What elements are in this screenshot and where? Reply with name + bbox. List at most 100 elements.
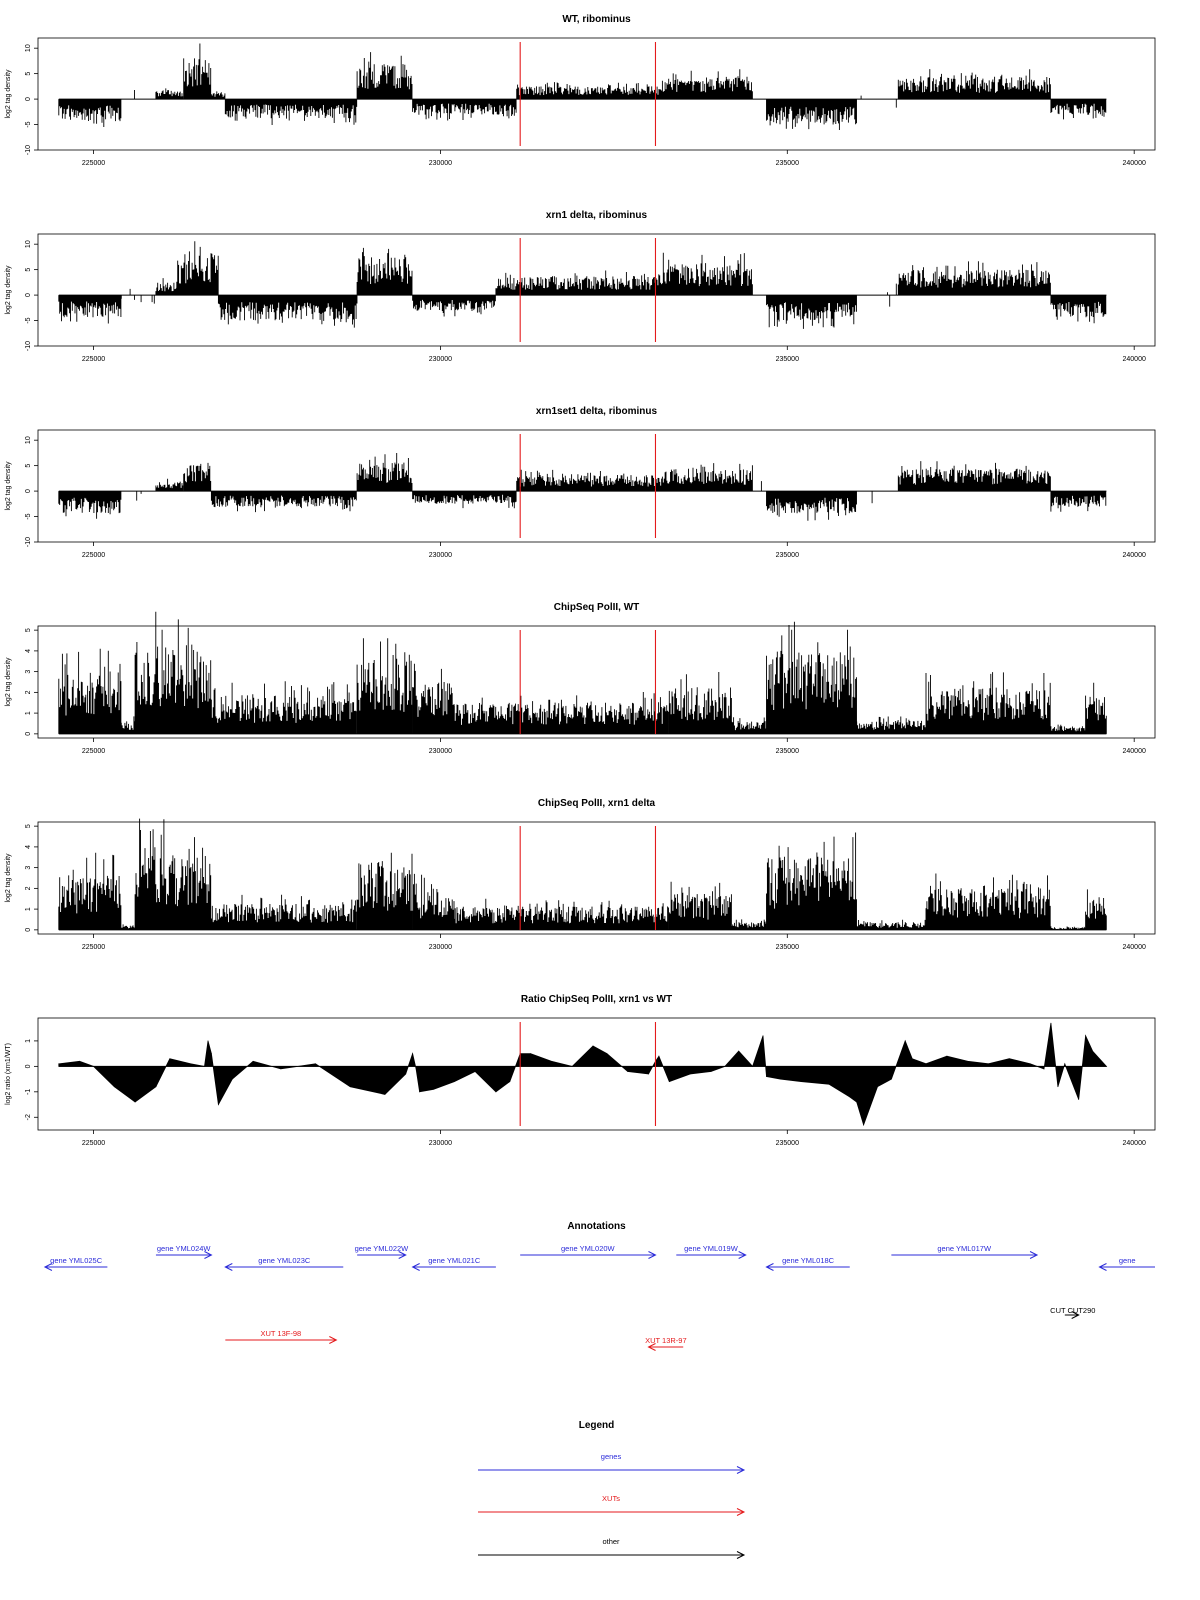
x-tick-label: 240000 (1123, 160, 1146, 167)
data-bars (661, 252, 753, 296)
data-bars (183, 462, 212, 492)
y-tick-label: -10 (25, 537, 32, 547)
x-tick-label: 240000 (1123, 356, 1146, 363)
feature-label: gene YML021C (428, 1256, 481, 1265)
data-bars (453, 898, 669, 930)
data-bars (495, 270, 663, 296)
data-point (911, 1058, 913, 1060)
data-bars (134, 611, 212, 734)
data-point (849, 1096, 851, 1098)
data-point (211, 1053, 212, 1055)
data-segment-4 (176, 241, 219, 296)
annotations-panel: Annotations gene YML025C gene YML024W gene … (43, 1221, 1155, 1351)
data-bars (856, 716, 927, 734)
x-tick-label: 235000 (776, 944, 799, 951)
y-tick-label: -5 (25, 317, 32, 323)
y-tick-label: -10 (25, 145, 32, 155)
data-segment-5 (356, 852, 413, 930)
data-bars (412, 491, 517, 509)
data-segment-12 (766, 99, 857, 130)
feature-label: gene YML025C (50, 1256, 103, 1265)
x-axis: 225000 230000 235000 240000 (82, 346, 1146, 363)
data-bars (1050, 491, 1107, 512)
data-bars (134, 818, 212, 930)
data-point (415, 1068, 417, 1070)
arrow-head (398, 1251, 407, 1259)
y-tick-label: -5 (25, 121, 32, 127)
data-bars (120, 924, 136, 930)
feature-other: CUT CUT290 (1050, 1306, 1095, 1319)
data-point (1092, 1050, 1093, 1052)
x-tick-label: 235000 (776, 748, 799, 755)
data-segment-12 (925, 672, 1051, 734)
data-point (433, 1088, 434, 1090)
chart-panel-1: WT, ribominus -10 -5 0 5 10 log2 tag density 22… (5, 14, 1156, 167)
data-segment-2 (120, 288, 155, 304)
x-axis: 225000 230000 235000 240000 (82, 1130, 1146, 1147)
data-point (988, 1063, 989, 1065)
data-segment-7 (356, 52, 413, 100)
data-segment-5 (210, 91, 226, 100)
data-bars (1050, 99, 1107, 120)
data-bars (356, 638, 413, 734)
legend-title: Legend (579, 1420, 615, 1431)
x-tick-label: 225000 (82, 552, 105, 559)
data-bars (120, 288, 155, 304)
y-tick-label: 2 (25, 690, 32, 694)
plot-frame (37, 429, 1156, 543)
chart-panel-6: Ratio ChipSeq PolII, xrn1 vs WT -2 -1 0 1 log… (5, 994, 1156, 1147)
data-bars (1050, 295, 1107, 324)
y-tick-label: 0 (25, 97, 32, 101)
feature-genes: gene YML021C (411, 1256, 496, 1271)
data-bars (897, 69, 1051, 100)
feature-label: gene YML017W (937, 1244, 992, 1253)
data-bars (356, 247, 413, 296)
x-tick-label: 230000 (429, 552, 452, 559)
plot-frame (37, 821, 1156, 935)
y-tick-label: 3 (25, 866, 32, 870)
data-segment-11 (766, 295, 857, 329)
data-marks (58, 611, 1107, 734)
plot-frame (37, 1017, 1156, 1131)
y-axis-label: log2 tag density (5, 69, 12, 119)
data-point (1043, 1068, 1045, 1070)
arrow-head (736, 1466, 746, 1474)
y-tick-label: 1 (25, 907, 32, 911)
data-point (169, 1058, 171, 1060)
y-axis-label: log2 tag density (5, 657, 12, 707)
data-point (1064, 1063, 1066, 1065)
data-bars (356, 52, 413, 100)
data-point (967, 1060, 969, 1062)
y-tick-label: 5 (25, 628, 32, 632)
data-point (877, 1086, 878, 1088)
data-bars (516, 82, 663, 100)
data-segment-10 (766, 621, 857, 734)
data-point (495, 1091, 497, 1093)
data-bars (668, 672, 732, 734)
arrow-head (1071, 1311, 1080, 1319)
data-bars (766, 621, 857, 734)
data-point (252, 1060, 254, 1062)
data-segment-6 (356, 247, 413, 296)
data-point (828, 1083, 830, 1085)
x-tick-label: 225000 (82, 944, 105, 951)
data-segment-3 (134, 818, 212, 930)
data-point (904, 1040, 906, 1042)
y-tick-label: 10 (25, 240, 32, 248)
data-point (606, 1053, 608, 1055)
x-tick-label: 235000 (776, 1140, 799, 1147)
chart-panel-4: ChipSeq PolII, WT 0 1 2 3 4 5 log2 tag density 2… (5, 602, 1156, 755)
y-tick-label: 0 (25, 293, 32, 297)
data-segment-15 (1050, 99, 1107, 120)
data-segment-1 (58, 648, 122, 734)
feature-genes: gene YML017W (891, 1244, 1039, 1259)
data-bars (453, 692, 669, 734)
annotations-title: Annotations (567, 1221, 626, 1232)
data-bars (183, 43, 212, 100)
y-tick-label: -2 (25, 1114, 32, 1120)
data-bars (766, 295, 857, 329)
data-bars (210, 894, 357, 930)
data-bars (897, 261, 1051, 296)
data-bars (516, 469, 663, 492)
data-point (509, 1081, 511, 1083)
